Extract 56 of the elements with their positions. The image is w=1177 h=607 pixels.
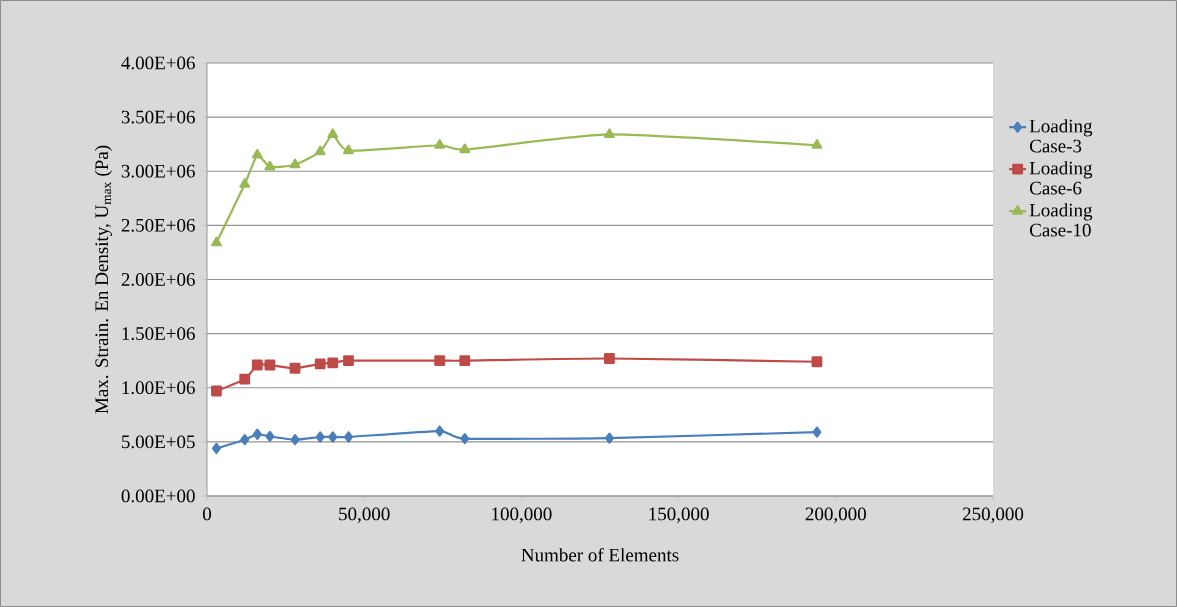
legend-label: Loading Case-6 <box>1029 161 1093 195</box>
point <box>289 362 301 374</box>
point <box>211 385 222 397</box>
point <box>812 426 822 438</box>
y-tick-label: 5.00E+05 <box>122 435 195 449</box>
point <box>604 128 615 139</box>
point <box>604 432 614 444</box>
y-tick-label: 2.00E+06 <box>121 273 195 286</box>
x-tick-label: 100,000 <box>492 507 552 524</box>
x-tick-label: 0 <box>202 507 212 521</box>
point <box>327 357 339 369</box>
x-tick-label: 150,000 <box>649 507 709 524</box>
y-tick-label: 0.00E+00 <box>121 489 195 503</box>
legend-label: Loading Case-10 <box>1029 203 1093 237</box>
point <box>315 431 325 443</box>
x-tick-label: 50,000 <box>339 507 390 524</box>
point <box>459 355 471 367</box>
point <box>434 139 446 149</box>
y-tick-label: 3.00E+06 <box>121 164 195 178</box>
point <box>811 139 823 149</box>
point <box>434 355 446 367</box>
point <box>239 178 251 188</box>
y-tick-label: 1.00E+06 <box>122 381 195 395</box>
point <box>252 428 262 440</box>
point <box>344 431 353 443</box>
x-tick-label: 200,000 <box>805 507 866 524</box>
point <box>314 358 326 370</box>
point <box>240 434 250 446</box>
point <box>211 442 221 454</box>
y-tick-label: 2.50E+06 <box>121 218 195 232</box>
point <box>289 158 301 169</box>
point <box>251 359 263 371</box>
point <box>211 236 222 247</box>
y-tick-label: 1.50E+06 <box>122 327 195 341</box>
point <box>811 356 823 368</box>
point <box>343 355 354 367</box>
point <box>343 144 354 155</box>
point <box>264 160 276 171</box>
x-tick-label: 250,000 <box>962 507 1024 524</box>
point <box>290 434 300 446</box>
y-tick-label: 3.50E+06 <box>121 110 195 124</box>
point <box>435 425 445 437</box>
point <box>265 430 275 443</box>
point <box>251 148 263 159</box>
x-axis-title: Number of Elements <box>521 547 679 562</box>
point <box>459 143 471 154</box>
point <box>327 128 339 139</box>
y-axis-title: Max. Strain. En Density, U$_{max}$ (Pa) <box>94 145 113 414</box>
legend-label: Loading Case-3 <box>1029 119 1093 153</box>
point <box>604 353 615 364</box>
point <box>460 433 470 445</box>
point <box>264 359 276 371</box>
y-tick-label: 4.00E+06 <box>121 56 195 70</box>
point <box>328 431 338 443</box>
point <box>314 145 326 156</box>
point <box>239 373 251 385</box>
